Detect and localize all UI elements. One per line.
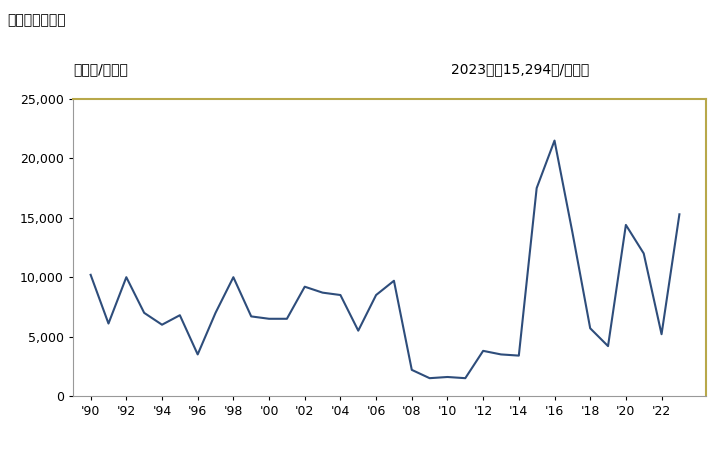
Text: 2023年：15,294円/ダース: 2023年：15,294円/ダース <box>451 63 590 76</box>
Text: 単位円/ダース: 単位円/ダース <box>73 63 127 76</box>
Text: 輸入価格の推移: 輸入価格の推移 <box>7 14 66 27</box>
